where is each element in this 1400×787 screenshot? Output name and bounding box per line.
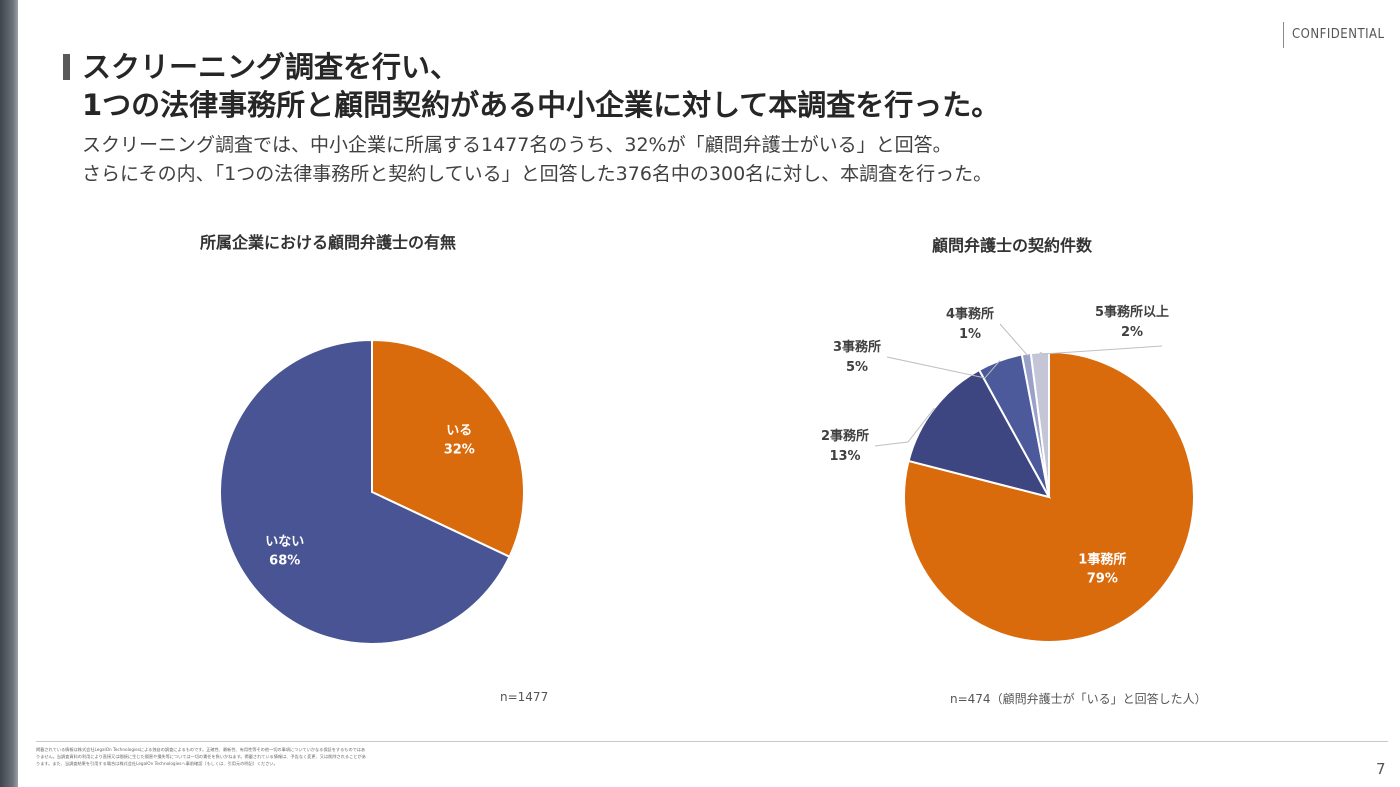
chart2-title: 顧問弁護士の契約件数 <box>932 236 1093 255</box>
chart2-slice-value-1: 79% <box>1087 572 1118 587</box>
chart2-slice-value-5: 2% <box>1121 325 1143 340</box>
subtitle-line-1: スクリーニング調査では、中小企業に所属する1477名のうち、32%が「顧問弁護士… <box>82 134 952 156</box>
chart2-slice-value-3: 5% <box>846 360 868 375</box>
chart2-slice-label-5: 5事務所以上 <box>1095 304 1169 320</box>
chart1-slice-value-1: 32% <box>444 443 475 458</box>
chart2-leader-line-5 <box>1039 345 1163 355</box>
page-title: スクリーニング調査を行い、 1つの法律事務所と顧問契約がある中小企業に対して本調… <box>82 48 1282 124</box>
title-marker <box>63 54 70 80</box>
left-accent-bar <box>0 0 18 787</box>
chart2-slice-label-4: 4事務所 <box>946 306 994 322</box>
chart1-slice-label-2: いない <box>265 534 304 549</box>
chart2-slice-label-3: 3事務所 <box>833 339 881 355</box>
chart1-title: 所属企業における顧問弁護士の有無 <box>200 233 457 252</box>
chart2-leader-line-4 <box>999 323 1029 357</box>
page-subtitle: スクリーニング調査では、中小企業に所属する1477名のうち、32%が「顧問弁護士… <box>82 131 1332 189</box>
chart1-sample-note: n=1477 <box>500 690 549 704</box>
chart2-slice-label-2: 2事務所 <box>821 428 869 444</box>
chart2-sample-note: n=474（顧問弁護士が「いる」と回答した人） <box>950 692 1207 706</box>
chart2-slice-value-4: 1% <box>959 327 981 342</box>
chart1-slice-1 <box>371 338 525 559</box>
footer-disclaimer: 掲載されている情報は株式会社LegalOn Technologiesによる独自の… <box>36 747 366 766</box>
chart2-slice-5 <box>1029 350 1050 498</box>
page-number: 7 <box>1376 760 1386 778</box>
chart2-slice-value-2: 13% <box>829 449 860 464</box>
chart1-slice-2 <box>219 338 511 645</box>
title-line-2: 1つの法律事務所と顧問契約がある中小企業に対して本調査を行った。 <box>82 88 1001 122</box>
chart2-slice-label-1: 1事務所 <box>1078 552 1126 568</box>
chart2-leader-line-2 <box>874 407 935 447</box>
subtitle-line-2: さらにその内、「1つの法律事務所と契約している」と回答した376名中の300名に… <box>82 163 993 185</box>
chart1-slice-label-1: いる <box>446 424 472 439</box>
chart2-leader-line-3 <box>886 356 1001 379</box>
confidential-label: CONFIDENTIAL <box>1283 22 1385 48</box>
footer-divider <box>36 741 1388 742</box>
chart1-slice-value-2: 68% <box>269 553 300 568</box>
title-line-1: スクリーニング調査を行い、 <box>82 50 460 84</box>
